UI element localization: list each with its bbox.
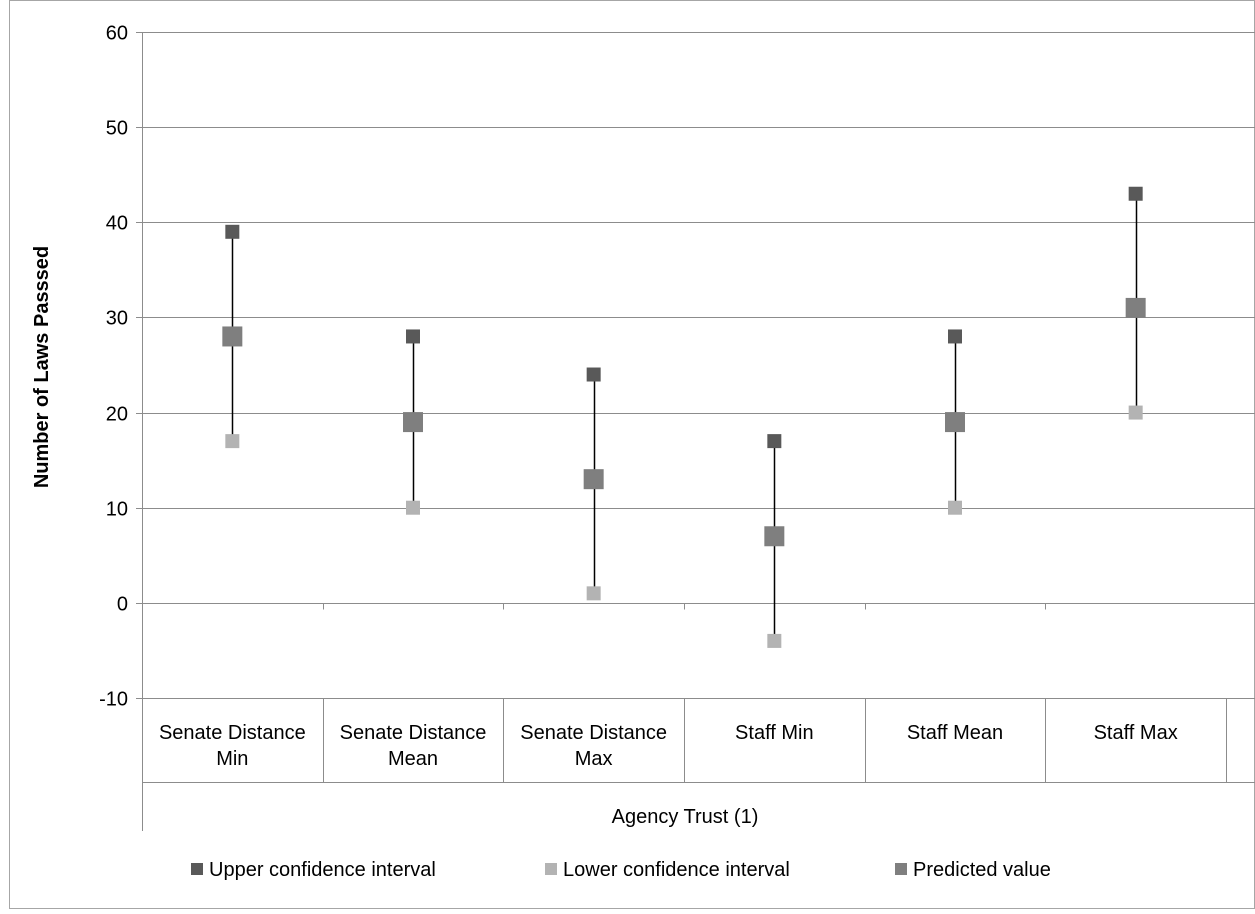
lower-ci-point	[586, 586, 601, 601]
lower-ci-point	[1128, 405, 1143, 420]
legend-label: Upper confidence interval	[209, 859, 436, 881]
legend-swatch	[895, 863, 907, 875]
category-label: Staff Mean	[907, 722, 1003, 744]
category-label: Staff Min	[735, 722, 814, 744]
category-label: Mean	[388, 748, 438, 770]
predicted-value-point	[403, 412, 423, 433]
upper-ci-point	[225, 224, 240, 239]
category-label: Senate Distance	[520, 722, 667, 744]
predicted-value-point	[1125, 297, 1146, 318]
y-tick-label: 10	[106, 499, 128, 521]
x-axis-categories: Senate Distance Min Senate Distance Mean Sen…	[159, 722, 1178, 770]
legend-swatch	[191, 863, 203, 875]
chart-border	[9, 0, 1255, 909]
upper-ci-point	[948, 329, 962, 344]
legend-swatch	[545, 863, 557, 875]
category-label: Senate Distance	[340, 722, 487, 744]
axes	[142, 32, 1255, 831]
predicted-value-point	[764, 526, 785, 547]
predicted-value-point	[583, 469, 604, 490]
category-label: Max	[575, 748, 613, 770]
y-axis-title: Number of Laws Passsed	[31, 246, 53, 488]
y-tick-label: 40	[106, 213, 128, 235]
upper-ci-point	[406, 329, 420, 344]
predicted-value-point	[222, 326, 243, 347]
upper-ci-point	[586, 367, 601, 382]
legend-label: Lower confidence interval	[563, 859, 790, 881]
category-label: Min	[216, 748, 248, 770]
x-axis-title: Agency Trust (1)	[612, 806, 759, 828]
gridlines	[142, 32, 1255, 699]
y-tick-label: 30	[106, 308, 128, 330]
y-tick-label: 20	[106, 404, 128, 426]
category-label: Staff Max	[1094, 722, 1178, 744]
category-label: Senate Distance	[159, 722, 306, 744]
lower-ci-point	[767, 633, 782, 648]
data-markers	[222, 186, 1146, 648]
lower-ci-point	[406, 500, 420, 515]
legend: Upper confidence interval Lower confidenc…	[191, 859, 1051, 881]
lower-ci-point	[948, 500, 962, 515]
predicted-value-point	[945, 412, 965, 433]
y-axis-ticks: -10 0 10 20 30 40 50 60	[99, 23, 142, 711]
y-tick-label: 60	[106, 23, 128, 45]
lower-ci-point	[225, 434, 240, 449]
y-tick-label: 50	[106, 118, 128, 140]
y-tick-label: -10	[99, 689, 128, 711]
upper-ci-point	[1128, 186, 1143, 201]
y-tick-label: 0	[117, 594, 128, 616]
legend-label: Predicted value	[913, 859, 1051, 881]
upper-ci-point	[767, 434, 782, 449]
